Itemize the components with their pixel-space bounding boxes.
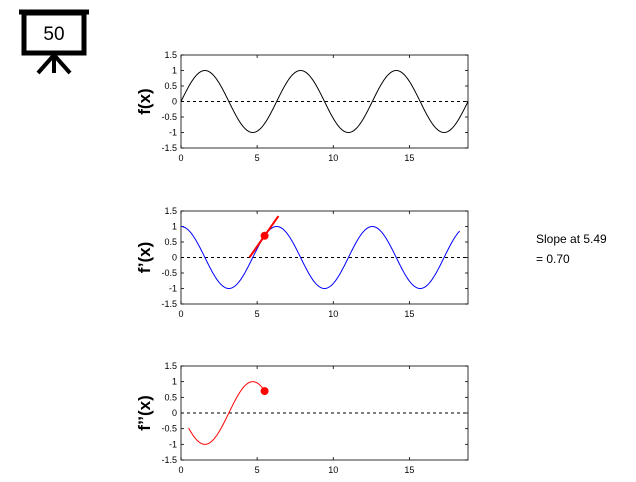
y-axis-label: f’’(x) [135, 395, 154, 431]
board-number: 50 [43, 24, 64, 45]
y-tick-label: -1.5 [161, 299, 177, 309]
y-tick-label: -1 [169, 284, 177, 294]
x-tick-label: 5 [255, 153, 260, 163]
x-tick-label: 15 [404, 465, 414, 475]
y-tick-label: 0.5 [164, 237, 177, 247]
y-tick-label: 0 [172, 97, 177, 107]
y-tick-label: 1 [172, 222, 177, 232]
x-tick-label: 5 [255, 309, 260, 319]
y-tick-label: -0.5 [161, 112, 177, 122]
y-tick-label: 1 [172, 377, 177, 387]
slope-annotation-line2: = 0.70 [536, 252, 570, 266]
x-tick-label: 10 [328, 153, 338, 163]
point-marker [260, 387, 269, 396]
x-tick-label: 15 [404, 153, 414, 163]
board-leg-right [52, 53, 72, 75]
y-axis-label: f(x) [135, 88, 154, 114]
x-tick-label: 10 [328, 309, 338, 319]
plots-group: 1.510.50-0.5-1-1.50 5 10 15f(x)1.510.50-0.5… [135, 50, 469, 475]
y-tick-label: -1.5 [161, 143, 177, 153]
x-tick-label: 0 [178, 153, 183, 163]
series-line [180, 225, 461, 289]
y-tick-label: -0.5 [161, 268, 177, 278]
plot-panel-2: 1.510.50-0.5-1-1.50 5 10 15f’(x) [135, 206, 469, 319]
y-axis-label: f’(x) [135, 242, 154, 273]
plot-panel-3: 1.510.50-0.5-1-1.50 5 10 15f’’(x) [135, 361, 469, 475]
series-line [180, 69, 469, 134]
y-tick-label: 1.5 [164, 361, 177, 371]
y-tick-label: 0 [172, 408, 177, 418]
point-marker [260, 231, 269, 240]
x-tick-label: 15 [404, 309, 414, 319]
y-tick-label: -1.5 [161, 455, 177, 465]
y-tick-label: 0 [172, 253, 177, 263]
plot-panel-1: 1.510.50-0.5-1-1.50 5 10 15f(x) [135, 50, 469, 163]
y-tick-label: 1 [172, 66, 177, 76]
x-tick-label: 10 [328, 465, 338, 475]
presentation-board-icon: 50 [19, 9, 89, 75]
y-tick-label: 1.5 [164, 206, 177, 216]
x-tick-label: 0 [178, 309, 183, 319]
board-leg-left [36, 53, 56, 75]
y-tick-label: 0.5 [164, 81, 177, 91]
x-tick-label: 0 [178, 465, 183, 475]
y-tick-label: 0.5 [164, 392, 177, 402]
slope-annotation-line1: Slope at 5.49 [536, 232, 607, 246]
y-tick-label: -1 [169, 128, 177, 138]
y-tick-label: -1 [169, 439, 177, 449]
series-line [188, 381, 265, 445]
x-tick-label: 5 [255, 465, 260, 475]
y-tick-label: -0.5 [161, 424, 177, 434]
y-tick-label: 1.5 [164, 50, 177, 60]
